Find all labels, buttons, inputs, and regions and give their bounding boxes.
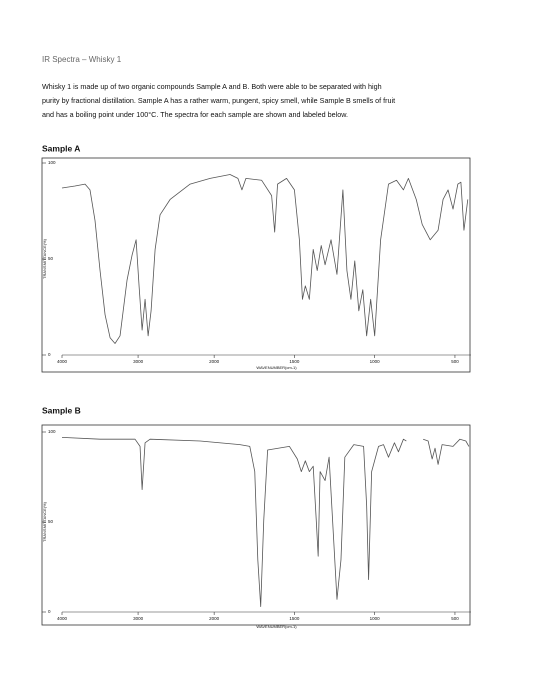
- spectrum-line: [61, 174, 469, 344]
- plot-frame: [41, 157, 471, 373]
- x-tick-label: 1000: [370, 359, 381, 364]
- x-tick-label: 2000: [209, 616, 220, 621]
- chart-title: Sample B: [42, 405, 81, 415]
- plot-frame: [41, 424, 471, 626]
- paragraph-line: purity by fractional distillation. Sampl…: [42, 96, 395, 105]
- x-tick-label: 1500: [289, 616, 300, 621]
- y-tick-label: 0: [48, 609, 51, 614]
- y-tick-label: 50: [48, 256, 54, 261]
- x-tick-label: 1500: [289, 359, 300, 364]
- chart-title: Sample A: [42, 143, 80, 153]
- page-title: IR Spectra – Whisky 1: [42, 55, 122, 64]
- y-axis-label: TRANSMITTANCE(%): [42, 238, 47, 279]
- y-axis-label: TRANSMITTANCE(%): [42, 501, 47, 542]
- x-tick-label: 4000: [57, 616, 68, 621]
- y-tick-label: 50: [48, 519, 54, 524]
- x-axis-label: WAVENUMBER(cm-1): [256, 365, 297, 370]
- y-tick-label: 100: [48, 429, 56, 434]
- x-axis-label: WAVENUMBER(cm-1): [256, 624, 297, 629]
- x-tick-label: 3000: [133, 359, 144, 364]
- x-tick-label: 500: [451, 359, 459, 364]
- y-tick-label: 100: [48, 160, 56, 165]
- x-tick-label: 2000: [209, 359, 220, 364]
- y-tick-label: 0: [48, 352, 51, 357]
- spectrum-line: [61, 437, 470, 607]
- x-tick-label: 3000: [133, 616, 144, 621]
- x-tick-label: 500: [451, 616, 459, 621]
- paragraph-line: and has a boiling point under 100°C. The…: [42, 110, 348, 119]
- paragraph-line: Whisky 1 is made up of two organic compo…: [42, 82, 382, 91]
- x-tick-label: 4000: [57, 359, 68, 364]
- x-tick-label: 1000: [370, 616, 381, 621]
